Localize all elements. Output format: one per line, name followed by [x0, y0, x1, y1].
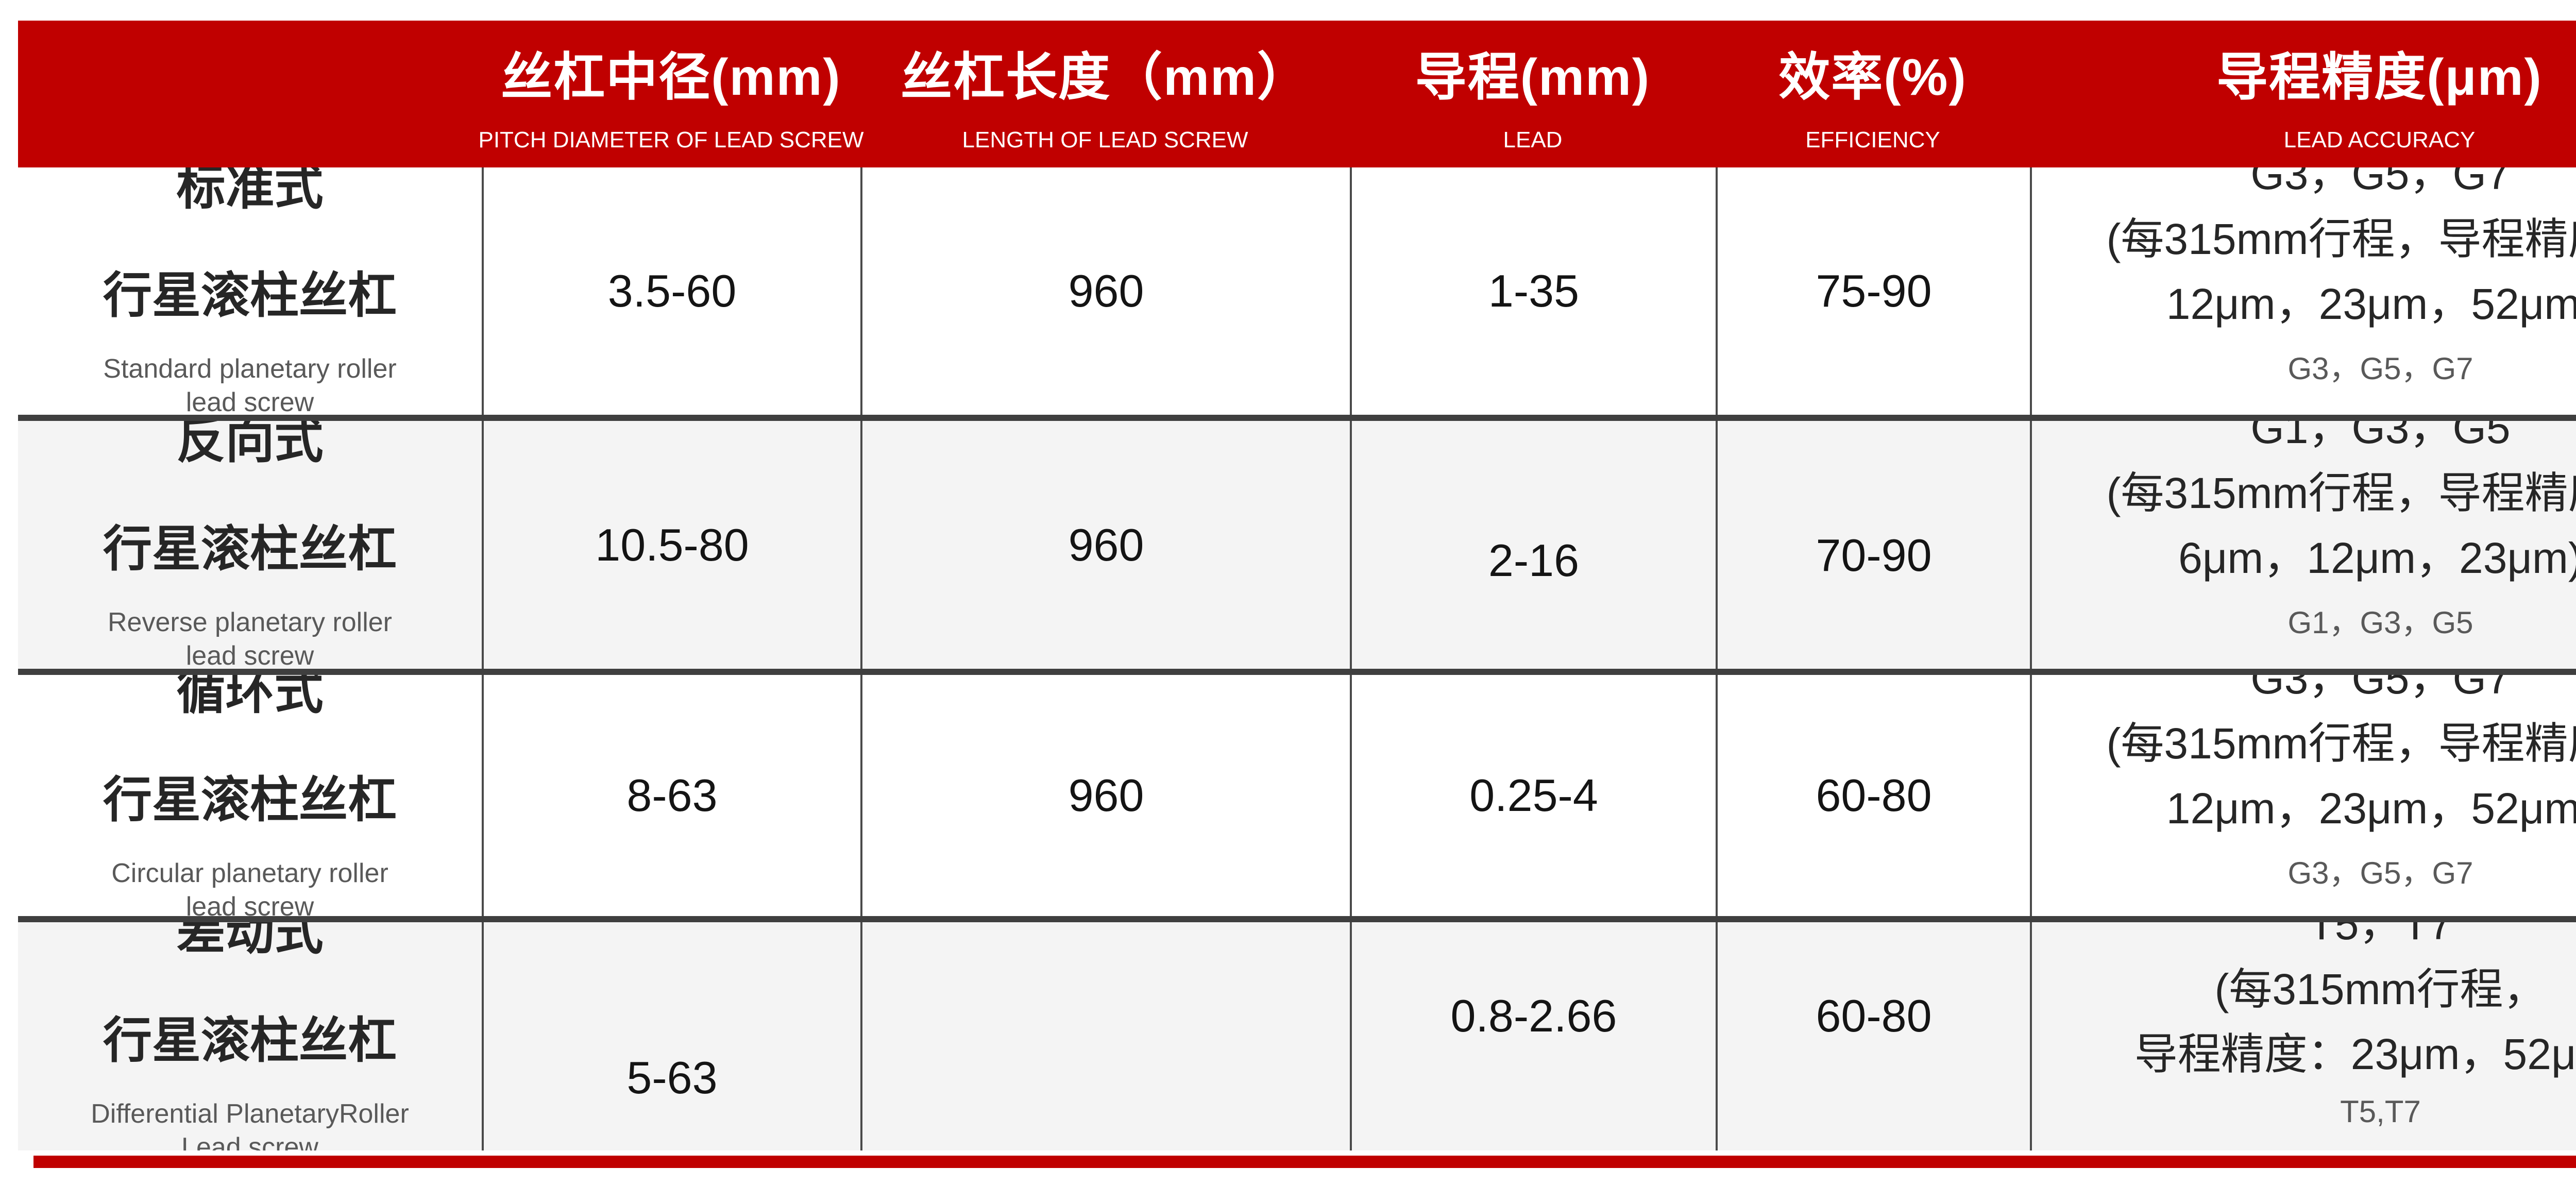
row1-efficiency-cell: 75-90 [1716, 167, 2030, 415]
header-lead-en: LEAD [1503, 127, 1563, 153]
row2-accuracy-zh-line2: (每315mm行程，导程精度： [2106, 468, 2576, 517]
header-length-en: LENGTH OF LEAD SCREW [962, 127, 1248, 153]
row3-accuracy-zh-line2: (每315mm行程，导程精度： [2106, 719, 2576, 768]
row2-type-zh1: 反向式 [176, 421, 324, 468]
row4-pitch-cell: 5-63 [482, 922, 860, 1150]
row3-efficiency-value: 60-80 [1816, 770, 1932, 821]
row1-efficiency-value: 75-90 [1816, 265, 1932, 316]
table-header-row: 丝杠中径(mm) PITCH DIAMETER OF LEAD SCREW 丝杠… [18, 21, 2576, 167]
row2-lead-value: 2-16 [1488, 534, 1580, 586]
row4-type-en: Differential PlanetaryRoller Lead screw [91, 1099, 409, 1150]
row4-type-zh1: 差动式 [176, 922, 324, 960]
row1-type-cell: 标准式 行星滚柱丝杠 Standard planetary roller lea… [18, 167, 482, 415]
table-row: 反向式 行星滚柱丝杠 Reverse planetary roller lead… [18, 415, 2576, 669]
row1-accuracy-cell: G3，G5，G7 (每315mm行程，导程精度： 12μm，23μm，52μm)… [2030, 167, 2576, 415]
header-lead-zh: 导程(mm) [1415, 48, 1651, 106]
row4-accuracy-zh-line3: 导程精度：23μm，52μm) [2134, 1029, 2576, 1078]
row2-type-zh2: 行星滚柱丝杠 [103, 522, 397, 577]
header-lead-accuracy: 导程精度(μm) LEAD ACCURACY [2030, 21, 2576, 167]
row4-pitch-value: 5-63 [626, 1052, 718, 1103]
row1-accuracy-zh-line2: (每315mm行程，导程精度： [2106, 215, 2576, 263]
row3-accuracy-grades: G3，G5，G7 [2250, 675, 2511, 703]
header-lead: 导程(mm) LEAD [1350, 21, 1716, 167]
row4-accuracy-cell: T5，T7 (每315mm行程， 导程精度：23μm，52μm) T5,T7 (… [2030, 922, 2576, 1150]
row2-efficiency-cell: 70-90 [1716, 421, 2030, 669]
row3-accuracy-grades-small: G3，G5，G7 [2287, 856, 2473, 890]
table-row: 差动式 行星滚柱丝杠 Differential PlanetaryRoller … [18, 916, 2576, 1150]
header-pitch-diameter: 丝杠中径(mm) PITCH DIAMETER OF LEAD SCREW [478, 21, 863, 167]
row3-length-value: 960 [1068, 770, 1144, 821]
spec-table: 丝杠中径(mm) PITCH DIAMETER OF LEAD SCREW 丝杠… [18, 21, 2576, 1150]
row2-accuracy-cell: G1，G3，G5 (每315mm行程，导程精度： 6μm，12μm，23μm) … [2030, 421, 2576, 669]
row2-type-cell: 反向式 行星滚柱丝杠 Reverse planetary roller lead… [18, 421, 482, 669]
row3-accuracy-cell: G3，G5，G7 (每315mm行程，导程精度： 12μm，23μm，52μm)… [2030, 675, 2576, 916]
row3-length-cell: 960 [860, 675, 1350, 916]
row4-accuracy-grades: T5，T7 [2308, 922, 2453, 949]
row1-lead-value: 1-35 [1488, 265, 1580, 316]
row4-efficiency-value: 60-80 [1816, 990, 1932, 1041]
row3-type-zh2: 行星滚柱丝杠 [103, 772, 397, 827]
row1-accuracy-grades-small: G3，G5，G7 [2287, 351, 2473, 386]
header-pitch-diameter-zh: 丝杠中径(mm) [501, 48, 841, 106]
header-pitch-diameter-en: PITCH DIAMETER OF LEAD SCREW [478, 127, 864, 153]
row3-type-zh1: 循环式 [176, 675, 324, 719]
row2-accuracy-note-en: (per 315mm stroke, lead accuracy: 6μm, 1… [2089, 666, 2576, 669]
row1-type-zh2: 行星滚柱丝杠 [103, 268, 397, 323]
row4-type-cell: 差动式 行星滚柱丝杠 Differential PlanetaryRoller … [18, 922, 482, 1150]
header-efficiency-zh: 效率(%) [1778, 48, 1967, 106]
row1-type-zh1: 标准式 [176, 167, 324, 215]
row2-pitch-value: 10.5-80 [595, 519, 749, 570]
row3-pitch-cell: 8-63 [482, 675, 860, 916]
row2-accuracy-grades: G1，G3，G5 [2250, 421, 2511, 452]
row4-length-cell [860, 922, 1350, 1150]
table-row: 标准式 行星滚柱丝杠 Standard planetary roller lea… [18, 167, 2576, 415]
row3-pitch-value: 8-63 [626, 770, 718, 821]
header-length-zh: 丝杠长度（mm） [901, 48, 1310, 106]
row4-efficiency-cell: 60-80 [1716, 922, 2030, 1150]
row2-lead-cell: 2-16 [1350, 421, 1716, 669]
header-lead-accuracy-zh: 导程精度(μm) [2216, 48, 2543, 106]
table-row: 循环式 行星滚柱丝杠 Circular planetary roller lea… [18, 669, 2576, 916]
row2-accuracy-zh-line3: 6μm，12μm，23μm) [2178, 533, 2576, 582]
row3-type-cell: 循环式 行星滚柱丝杠 Circular planetary roller lea… [18, 675, 482, 916]
row1-accuracy-note-en: (per 315mm stroke, lead accuracy: 12μm, … [2081, 412, 2576, 415]
header-efficiency: 效率(%) EFFICIENCY [1716, 21, 2030, 167]
row1-length-value: 960 [1068, 265, 1144, 316]
row2-accuracy-grades-small: G1，G3，G5 [2287, 605, 2473, 640]
row4-accuracy-grades-small: T5,T7 [2340, 1094, 2421, 1129]
row2-length-cell: 960 [860, 421, 1350, 669]
row3-lead-value: 0.25-4 [1469, 770, 1598, 821]
row4-lead-value: 0.8-2.66 [1450, 990, 1617, 1041]
row2-pitch-cell: 10.5-80 [482, 421, 860, 669]
row1-accuracy-zh-line3: 12μm，23μm，52μm) [2166, 280, 2576, 328]
row1-pitch-value: 3.5-60 [607, 265, 737, 316]
row1-accuracy-grades: G3，G5，G7 [2250, 167, 2511, 198]
row3-efficiency-cell: 60-80 [1716, 675, 2030, 916]
row1-type-en: Standard planetary roller lead screw [103, 353, 397, 415]
row3-accuracy-zh-line3: 12μm，23μm，52μm) [2166, 784, 2576, 833]
row2-efficiency-value: 70-90 [1816, 529, 1932, 581]
row1-lead-cell: 1-35 [1350, 167, 1716, 415]
row2-length-value: 960 [1068, 519, 1144, 570]
bottom-red-rule [33, 1156, 2576, 1168]
header-lead-accuracy-en: LEAD ACCURACY [2283, 127, 2476, 153]
row4-type-zh2: 行星滚柱丝杠 [103, 1013, 397, 1068]
header-efficiency-en: EFFICIENCY [1805, 127, 1940, 153]
row4-accuracy-zh-line2: (每315mm行程， [2214, 964, 2547, 1013]
row3-lead-cell: 0.25-4 [1350, 675, 1716, 916]
row1-pitch-cell: 3.5-60 [482, 167, 860, 415]
header-type-blank [18, 21, 482, 167]
header-length: 丝杠长度（mm） LENGTH OF LEAD SCREW [860, 21, 1350, 167]
row3-type-en: Circular planetary roller lead screw [111, 858, 388, 917]
row4-lead-cell: 0.8-2.66 [1350, 922, 1716, 1150]
row2-type-en: Reverse planetary roller lead screw [107, 607, 393, 669]
row1-length-cell: 960 [860, 167, 1350, 415]
